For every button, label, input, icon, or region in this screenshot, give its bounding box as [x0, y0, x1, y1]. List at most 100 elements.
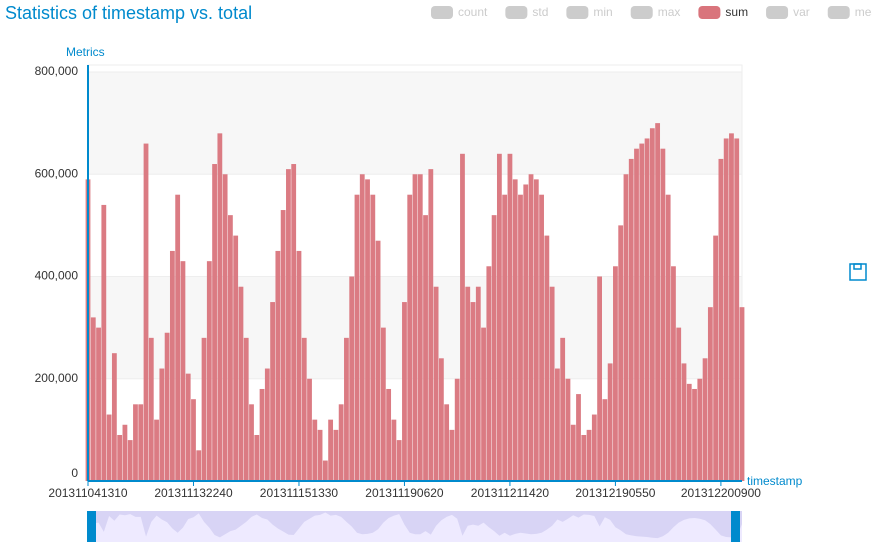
bar: [380, 327, 386, 481]
bar: [322, 460, 328, 481]
bar: [486, 266, 492, 481]
x-tick-label: 201311041310: [48, 486, 128, 500]
bar: [702, 358, 708, 481]
bar: [433, 286, 439, 481]
bar: [576, 394, 581, 481]
bar: [275, 250, 281, 481]
bar: [117, 434, 123, 481]
bar: [127, 440, 133, 481]
bar: [175, 194, 181, 481]
save-icon-slot[interactable]: [853, 263, 862, 270]
bar: [317, 429, 323, 481]
bar: [660, 148, 666, 481]
x-tick-label: 201311132240: [154, 486, 233, 500]
bar: [634, 148, 639, 481]
bar: [344, 337, 349, 481]
bar: [233, 235, 239, 481]
bar: [222, 174, 228, 481]
x-tick-label: 201311211420: [471, 486, 550, 500]
bar: [729, 133, 734, 481]
save-icon-frame[interactable]: [849, 263, 867, 281]
legend-label[interactable]: count: [458, 5, 488, 19]
legend-swatch[interactable]: [827, 6, 850, 19]
x-axis-name: timestamp: [747, 474, 803, 488]
bar: [375, 240, 381, 481]
bar: [681, 363, 687, 481]
bar: [217, 133, 223, 481]
bar: [555, 368, 560, 481]
legend-label[interactable]: std: [532, 5, 548, 19]
x-tick-label: 201312200900: [681, 486, 761, 500]
zoom-handle-right[interactable]: [731, 511, 740, 542]
legend-label[interactable]: var: [793, 5, 810, 19]
legend-label[interactable]: sum: [725, 5, 748, 19]
bar: [438, 358, 444, 481]
bar: [212, 164, 217, 481]
bar: [507, 153, 513, 482]
bar: [570, 424, 576, 481]
bar: [613, 266, 618, 481]
legend-label[interactable]: mean: [855, 5, 872, 19]
zoom-handle-left[interactable]: [87, 511, 96, 542]
bar: [560, 337, 566, 481]
bar: [528, 174, 534, 481]
bar: [460, 153, 465, 482]
bar: [143, 143, 149, 481]
bar: [718, 158, 724, 481]
bar: [518, 194, 523, 481]
bar: [154, 419, 159, 481]
bar: [723, 138, 729, 481]
bar: [122, 424, 128, 481]
bar: [470, 302, 476, 481]
bar: [417, 174, 423, 481]
y-tick-label: 800,000: [35, 64, 79, 78]
bar: [312, 419, 318, 481]
bar: [328, 419, 334, 481]
bar: [544, 235, 550, 481]
bar: [496, 153, 502, 482]
bar: [391, 419, 397, 481]
bar: [370, 194, 376, 481]
bar: [196, 450, 202, 481]
save-icon[interactable]: [849, 263, 867, 281]
legend-swatch[interactable]: [766, 6, 789, 19]
bar: [686, 383, 692, 481]
y-tick-label: 600,000: [35, 166, 79, 180]
x-tick-label: 201311190620: [365, 486, 444, 500]
bar: [206, 261, 212, 481]
bar: [697, 378, 703, 481]
bar: [549, 286, 555, 481]
bar: [586, 429, 592, 481]
bar: [533, 179, 539, 482]
legend-swatch[interactable]: [566, 6, 589, 19]
bar: [597, 276, 602, 481]
bar: [428, 169, 434, 481]
legend-swatch[interactable]: [431, 6, 453, 19]
legend-label[interactable]: min: [593, 5, 612, 19]
bar: [296, 250, 302, 481]
bar: [623, 174, 629, 481]
bar: [512, 179, 518, 482]
bar: [106, 414, 112, 481]
legend-swatch[interactable]: [630, 6, 653, 19]
bar: [301, 337, 307, 481]
x-tick-label: 201311151330: [260, 486, 339, 500]
bar: [465, 286, 471, 481]
bar: [191, 399, 196, 481]
bar: [449, 429, 455, 481]
bar: [90, 317, 96, 481]
bar: [602, 399, 608, 481]
bar: [539, 194, 544, 481]
bar: [565, 378, 571, 481]
bar: [185, 373, 191, 481]
bar: [338, 404, 344, 481]
bar: [665, 194, 671, 481]
legend-swatch[interactable]: [698, 6, 721, 19]
legend-swatch[interactable]: [505, 6, 528, 19]
bar: [402, 302, 407, 481]
legend-label[interactable]: max: [658, 5, 681, 19]
bar: [101, 204, 107, 482]
bar: [628, 158, 634, 481]
